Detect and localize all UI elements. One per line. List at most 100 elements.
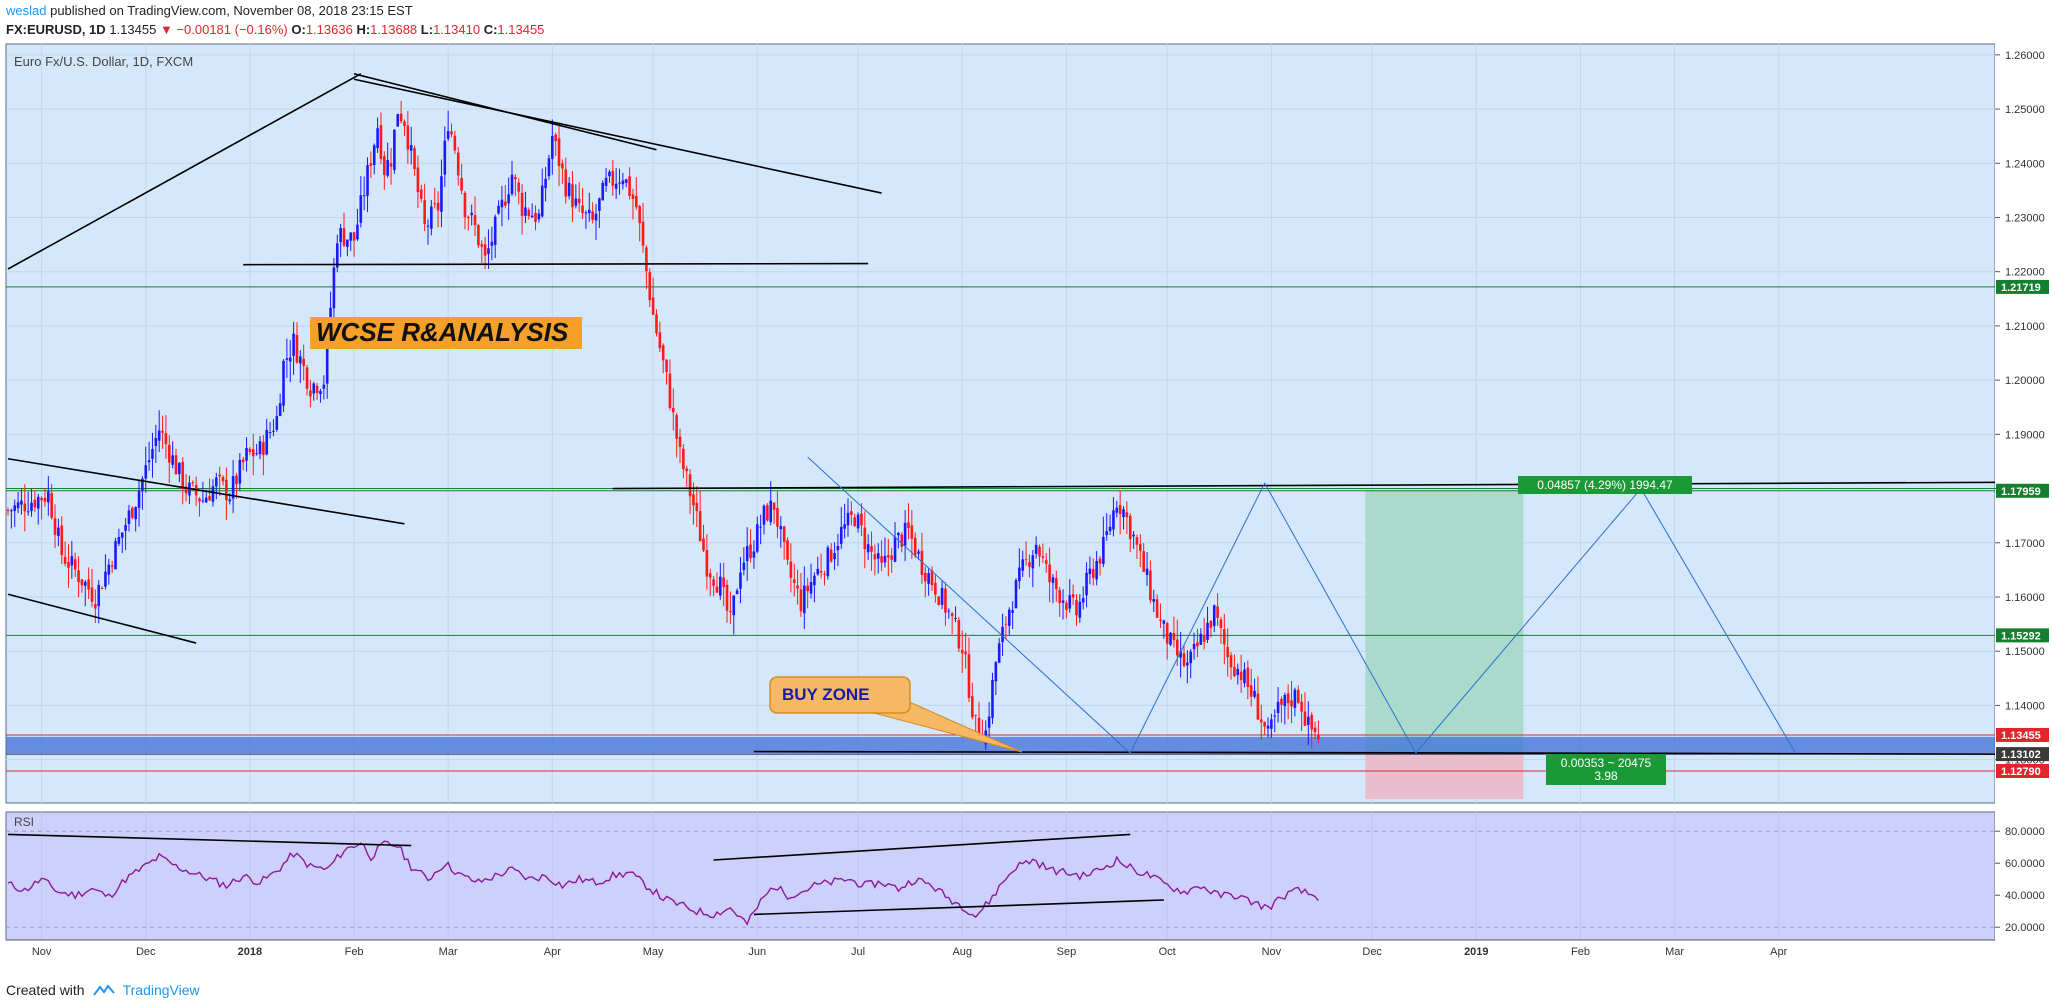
candle-body [1296,690,1300,703]
candle-body [641,221,645,246]
candle-body [826,547,830,577]
candle-body [20,500,23,505]
candle-body [164,433,168,445]
candle-body [517,182,521,192]
candle-body [393,129,396,170]
candle-body [409,145,413,151]
candle-body [601,182,605,201]
candle-body [383,156,386,176]
candle-body [87,579,90,590]
candle-body [1189,651,1193,664]
candle-body [225,479,228,501]
candle-body [850,511,853,515]
candle-body [584,212,588,214]
candle-body [36,496,40,509]
candle-body [809,582,813,594]
candle-body [299,356,302,364]
candle-body [312,383,316,394]
created-with-text: Created with [6,982,85,998]
rsi-tick-label: 80.0000 [2005,826,2045,838]
candle-body [571,184,574,208]
candle-body [772,502,776,510]
candle-body [537,213,541,220]
low-label: L: [420,22,434,37]
close-label: C: [483,22,498,37]
candle-body [1223,629,1226,645]
candle-body [305,367,309,389]
x-tick-label: Nov [1262,946,1282,958]
candle-body [1139,544,1142,551]
candle-body [903,522,907,546]
tradingview-brand-link[interactable]: TradingView [122,982,200,998]
candle-body [799,589,803,612]
candle-body [1145,568,1149,575]
candle-body [567,182,571,197]
candle-body [342,228,346,246]
x-tick-label: Oct [1159,946,1176,958]
candle-body [1021,559,1025,571]
candle-body [67,561,70,568]
level-badge-label: 1.17959 [2001,486,2041,498]
author-link[interactable]: weslad [6,3,47,18]
x-tick-label: Feb [1571,946,1590,958]
candle-body [114,541,117,570]
candle-body [1202,635,1206,642]
candle-body [90,587,94,602]
candle-body [181,461,185,490]
candle-body [1165,623,1169,644]
candle-body [57,527,60,536]
candle-body [443,140,447,175]
candle-body [77,570,80,583]
price-chart[interactable]: Euro Fx/U.S. Dollar, 1D, FXCM RSI 1.26000 1… [0,0,2052,980]
candle-body [977,717,981,737]
candle-body [853,517,857,527]
candle-body [120,532,124,538]
published-text: published on TradingView.com, November 0… [50,3,413,18]
candle-body [423,200,426,225]
candle-body [446,131,450,139]
candle-body [719,576,722,596]
candle-body [1179,651,1182,658]
candle-body [574,198,578,206]
rsi-tick-label: 20.0000 [2005,922,2045,934]
candle-body [1219,619,1223,629]
level-badge [1996,764,2049,779]
candle-body [406,125,410,150]
candle-body [766,505,769,521]
candle-body [591,211,594,220]
rsi-trendline [753,899,1164,916]
candle-body [241,459,245,463]
candle-body [880,556,883,563]
candle-body [278,403,282,417]
candle-body [218,474,221,477]
candle-body [604,177,608,186]
candle-body [325,334,329,384]
stop-zone [1365,754,1524,800]
candle-body [349,232,353,241]
candle-body [47,491,50,503]
candle-body [211,486,215,502]
candle-body [692,494,695,506]
level-badge-label: 1.21719 [2001,282,2041,294]
candle-body [215,477,218,487]
x-tick-label: Dec [1362,946,1382,958]
candle-body [23,503,27,512]
candle-body [702,538,705,551]
candle-body [520,192,524,216]
candle-body [503,201,507,206]
symbol-name: FX:EURUSD, 1D [6,22,106,37]
candle-body [846,512,850,526]
candle-body [366,165,369,196]
candle-body [631,194,635,200]
candle-body [453,135,457,151]
candle-body [950,613,954,617]
price-tick-label: 1.14000 [2005,700,2045,712]
target-label: 0.04857 (4.29%) 1994.47 [1537,478,1673,492]
candle-body [1058,590,1061,604]
level-badge [1996,727,2049,742]
x-tick-label: 2019 [1464,946,1488,958]
candle-body [527,209,531,217]
low-value: 1.13410 [433,22,481,37]
candle-body [1155,599,1159,618]
candle-body [1055,578,1058,590]
